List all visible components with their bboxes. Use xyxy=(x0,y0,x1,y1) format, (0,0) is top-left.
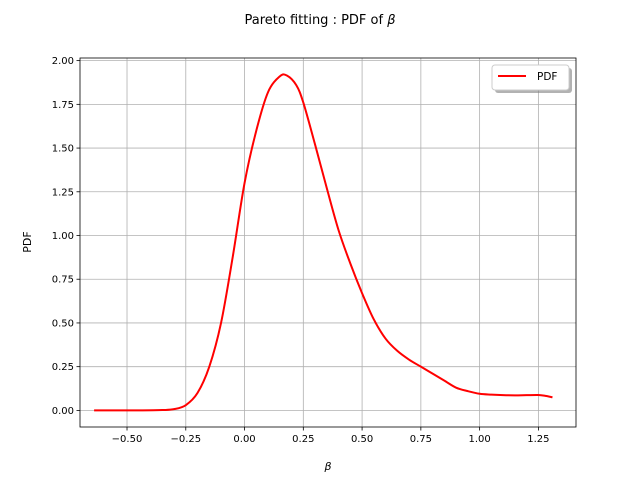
y-tick-label: 1.50 xyxy=(52,144,74,155)
chart-title: Pareto fitting : PDF of β xyxy=(244,13,395,28)
x-tick-label: 0.00 xyxy=(233,434,255,445)
legend-label-pdf: PDF xyxy=(537,71,557,83)
x-tick-label: 0.25 xyxy=(292,434,314,445)
series-line-pdf xyxy=(94,73,553,412)
y-tick-label: 2.00 xyxy=(52,56,74,67)
chart-title-text: Pareto fitting : PDF of xyxy=(244,13,387,28)
y-tick-label: 0.25 xyxy=(52,362,74,373)
plot-frame xyxy=(79,57,577,428)
x-tick-label: 1.25 xyxy=(527,434,549,445)
legend: PDF xyxy=(491,64,572,93)
y-tick-label: 0.75 xyxy=(52,275,74,286)
y-tick-label: 1.75 xyxy=(52,100,74,111)
x-tick-label: −0.25 xyxy=(170,434,201,445)
y-axis-label: PDF xyxy=(21,231,34,252)
series-layer xyxy=(94,73,553,412)
legend-box xyxy=(491,64,570,91)
y-tick-label: 1.00 xyxy=(52,231,74,242)
x-tick-label: 1.00 xyxy=(468,434,490,445)
x-tick-label: −0.50 xyxy=(112,434,143,445)
y-tick-label: 0.50 xyxy=(52,318,74,329)
grid xyxy=(80,58,576,427)
y-tick-label: 0.00 xyxy=(52,406,74,417)
y-tick-label: 1.25 xyxy=(52,187,74,198)
ticks: −0.50 −0.25 0.00 0.25 0.50 0.75 1.00 1.25 0.00 0.… xyxy=(52,56,550,445)
x-tick-label: 0.75 xyxy=(410,434,432,445)
chart-title-symbol: β xyxy=(386,13,395,28)
x-axis-label: β xyxy=(323,460,331,473)
x-tick-label: 0.50 xyxy=(351,434,373,445)
